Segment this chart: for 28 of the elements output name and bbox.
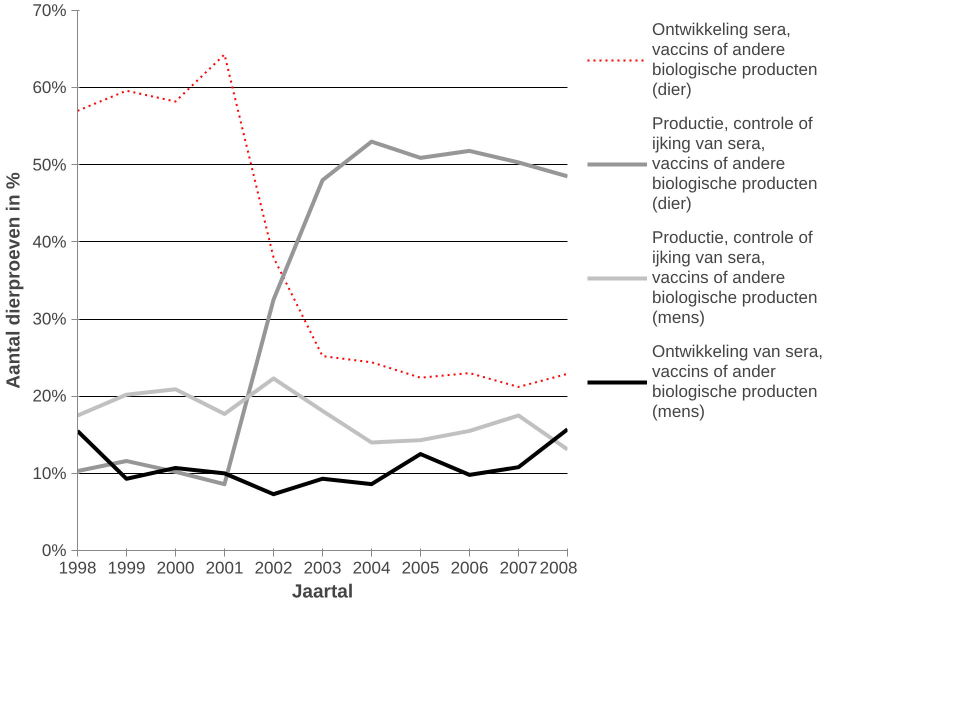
x-tick-label: 2001 xyxy=(206,558,244,578)
legend-label: Ontwikkeling van sera, vaccins of ander biologische producten (mens) xyxy=(652,342,824,422)
x-tick-label: 2008 xyxy=(540,558,578,578)
y-tick-label: 40% xyxy=(32,232,67,252)
y-tick-label: 0% xyxy=(42,541,67,560)
y-tick-label: 60% xyxy=(32,78,67,98)
x-tick-label: 2004 xyxy=(352,558,390,578)
legend-label: Ontwikkeling sera, vaccins of andere biologische producten (dier) xyxy=(652,20,818,100)
x-tick-label: 2005 xyxy=(402,558,440,578)
y-tick-label: 30% xyxy=(32,310,67,329)
x-tick-label: 2002 xyxy=(254,558,292,578)
y-tick-label: 20% xyxy=(32,386,67,406)
y-tick-label: 70% xyxy=(32,1,67,20)
x-tick-label: 2000 xyxy=(156,558,194,578)
line-series xyxy=(78,140,568,486)
x-axis-title: Jaartal xyxy=(292,582,354,602)
x-tick-label: 2003 xyxy=(304,558,342,578)
x-tick-label: 2006 xyxy=(450,558,488,578)
y-tick-label: 10% xyxy=(32,464,67,483)
x-tick-label: 1998 xyxy=(58,558,96,578)
line-series xyxy=(78,376,568,452)
legend-label: Productie, controle of ijking van sera, vaccins of andere biologische producten (dier) xyxy=(652,114,818,214)
x-tick-label: 1999 xyxy=(108,558,146,578)
y-axis-title: Aantal dierproeven in % xyxy=(3,172,24,389)
line-series xyxy=(78,53,568,388)
y-tick-label: 50% xyxy=(32,155,67,174)
x-tick-label: 2007 xyxy=(500,558,538,578)
legend-label: Productie, controle of ijking van sera, vaccins of andere biologische producten (mens) xyxy=(652,228,818,328)
